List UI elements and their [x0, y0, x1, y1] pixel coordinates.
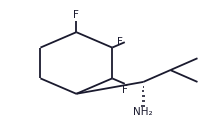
Text: F: F — [122, 85, 128, 95]
Text: F: F — [117, 37, 123, 47]
Text: F: F — [73, 10, 79, 20]
Text: NH₂: NH₂ — [133, 107, 153, 117]
